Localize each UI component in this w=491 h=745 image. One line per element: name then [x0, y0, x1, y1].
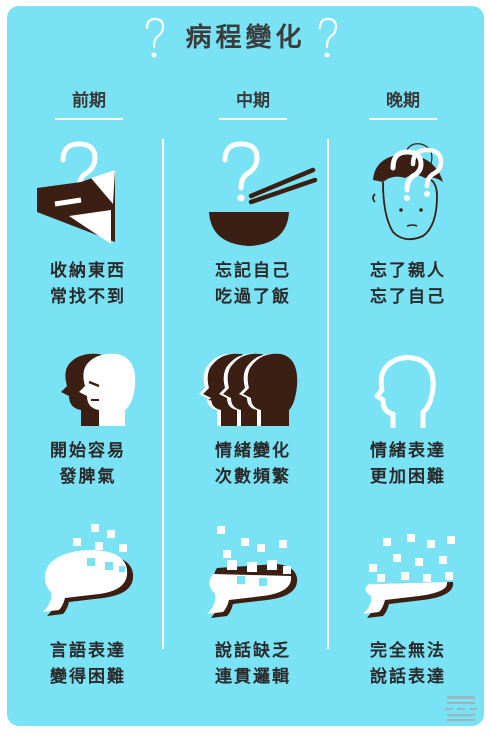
caption-late-emotion: 情緒表達 更加困難: [370, 441, 446, 487]
question-mark-right-icon: [318, 17, 338, 58]
column-header-middle: 中期: [236, 91, 270, 111]
bowl-chopsticks-question-icon: [209, 141, 318, 246]
speech-bubble-fragment-icon: [207, 526, 298, 618]
speech-bubble-dissolve-icon: [363, 534, 455, 618]
infographic-card: 病程變化 前期 中期 晚期: [7, 6, 484, 726]
column-underline-middle: [219, 118, 287, 120]
caption-early-speech: 言語表達 變得困難: [50, 641, 126, 687]
box-question-icon: [37, 141, 115, 244]
caption-late-speech: 完全無法 說話表達: [370, 641, 446, 687]
column-divider: [162, 139, 164, 649]
speech-bubble-scatter-icon: [43, 524, 134, 616]
multiple-heads-icon: [199, 353, 298, 426]
column-underline-early: [55, 118, 123, 120]
publisher-logo-icon: [445, 696, 477, 721]
caption-early-memory: 收納東西 常找不到: [50, 261, 126, 307]
caption-middle-speech: 說話缺乏 連貫邏輯: [215, 641, 291, 687]
column-divider: [327, 139, 329, 649]
confused-face-question-icon: [372, 143, 444, 241]
page-title: 病程變化: [185, 23, 306, 53]
question-mark-left-icon: [145, 17, 165, 58]
column-header-early: 前期: [72, 91, 106, 111]
caption-early-emotion: 開始容易 發脾氣: [50, 441, 126, 487]
column-underline-late: [369, 118, 437, 120]
title-area: 病程變化: [7, 16, 484, 66]
caption-late-memory: 忘了親人 忘了自己: [370, 261, 446, 307]
empty-head-outline-icon: [374, 355, 436, 428]
caption-middle-emotion: 情緒變化 次數頻繁: [215, 441, 291, 487]
column-header-late: 晚期: [386, 91, 420, 111]
caption-middle-memory: 忘記自己 吃過了飯: [215, 261, 291, 307]
angry-heads-icon: [61, 353, 136, 426]
